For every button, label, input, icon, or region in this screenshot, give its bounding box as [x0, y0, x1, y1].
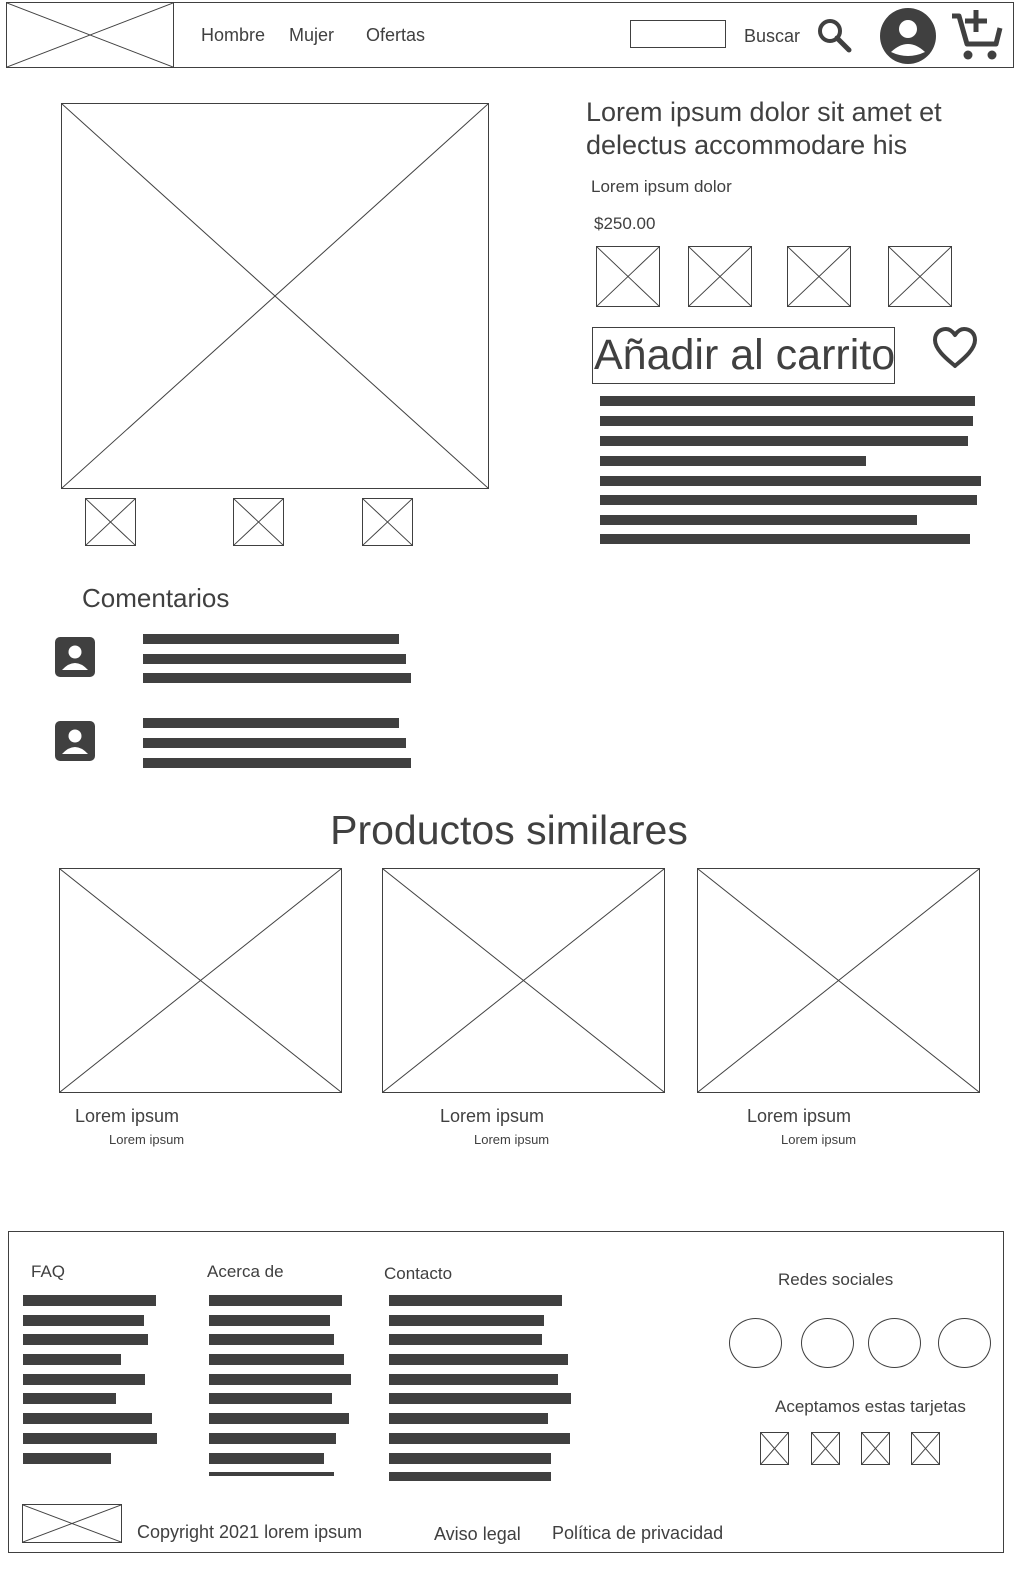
footer-link-line[interactable] — [23, 1315, 144, 1326]
similar-product-sub: Lorem ipsum — [109, 1132, 185, 1147]
product-main-image[interactable] — [61, 103, 489, 489]
product-title-line1: Lorem ipsum dolor sit amet et — [586, 97, 942, 127]
nav-mujer[interactable]: Mujer — [289, 25, 335, 45]
footer-faq-title[interactable]: FAQ — [31, 1262, 66, 1281]
add-to-cart-label: Añadir al carrito — [594, 331, 896, 379]
variant-option[interactable] — [888, 246, 952, 307]
user-icon[interactable] — [880, 8, 936, 64]
social-icon[interactable] — [801, 1318, 854, 1368]
footer-link-line[interactable] — [389, 1334, 542, 1345]
footer-link-line[interactable] — [23, 1453, 111, 1464]
footer-copyright: Copyright 2021 lorem ipsum — [137, 1522, 363, 1542]
account-box-icon — [55, 721, 95, 761]
product-title-line2: delectus accommodare his — [586, 130, 908, 160]
footer-social-title: Redes sociales — [778, 1270, 894, 1289]
similar-product-image[interactable] — [382, 868, 665, 1093]
footer-link-line[interactable] — [389, 1453, 551, 1464]
comment-line — [143, 654, 406, 664]
similar-product-image[interactable] — [59, 868, 342, 1093]
similar-product-name[interactable]: Lorem ipsum — [440, 1106, 545, 1126]
similar-product-name[interactable]: Lorem ipsum — [747, 1106, 852, 1126]
social-icon[interactable] — [868, 1318, 921, 1368]
product-price: $250.00 — [594, 214, 656, 233]
footer-link-line[interactable] — [209, 1433, 336, 1444]
description-line — [600, 436, 968, 446]
comment-line — [143, 758, 411, 768]
footer-legal-link[interactable]: Aviso legal — [434, 1524, 521, 1544]
comment-line — [143, 718, 399, 728]
payment-card-icon — [811, 1432, 840, 1465]
payment-card-icon — [861, 1432, 890, 1465]
search-label[interactable]: Buscar — [744, 26, 801, 46]
product-subtitle: Lorem ipsum dolor — [591, 177, 732, 196]
search-input[interactable] — [630, 20, 726, 48]
footer-cards-title: Aceptamos estas tarjetas — [775, 1397, 966, 1416]
product-thumb[interactable] — [85, 498, 136, 546]
similar-product-sub: Lorem ipsum — [474, 1132, 550, 1147]
nav-ofertas[interactable]: Ofertas — [366, 25, 426, 45]
footer-link-line[interactable] — [209, 1472, 334, 1476]
footer-link-line[interactable] — [389, 1354, 568, 1365]
comment-line — [143, 634, 399, 644]
footer-link-line[interactable] — [23, 1393, 116, 1404]
comment-line — [143, 738, 406, 748]
footer-link-line[interactable] — [389, 1393, 571, 1404]
search-icon[interactable] — [816, 17, 852, 53]
footer-link-line[interactable] — [209, 1334, 334, 1345]
description-line — [600, 515, 917, 525]
social-icon[interactable] — [938, 1318, 991, 1368]
logo-placeholder[interactable] — [6, 2, 174, 68]
footer-link-line[interactable] — [23, 1433, 157, 1444]
footer-link-line[interactable] — [389, 1413, 548, 1424]
description-line — [600, 416, 973, 426]
footer-link-line[interactable] — [209, 1354, 344, 1365]
footer-link-line[interactable] — [389, 1315, 544, 1326]
footer-about-title[interactable]: Acerca de — [207, 1262, 284, 1281]
similar-product-name[interactable]: Lorem ipsum — [75, 1106, 180, 1126]
footer-link-line[interactable] — [23, 1413, 152, 1424]
footer-link-line[interactable] — [209, 1315, 330, 1326]
description-line — [600, 456, 866, 466]
account-box-icon — [55, 637, 95, 677]
social-icon[interactable] — [729, 1318, 782, 1368]
header-bar — [6, 2, 1014, 68]
description-line — [600, 495, 977, 505]
footer-link-line[interactable] — [209, 1393, 332, 1404]
footer-link-line[interactable] — [209, 1413, 349, 1424]
variant-option[interactable] — [596, 246, 660, 307]
heart-icon[interactable] — [931, 325, 979, 370]
comment-line — [143, 673, 411, 683]
product-thumb[interactable] — [362, 498, 413, 546]
payment-card-icon — [911, 1432, 940, 1465]
variant-option[interactable] — [787, 246, 851, 307]
nav-hombre[interactable]: Hombre — [201, 25, 266, 45]
cart-add-icon[interactable] — [950, 6, 1004, 62]
similar-product-sub: Lorem ipsum — [781, 1132, 857, 1147]
footer-link-line[interactable] — [209, 1453, 324, 1464]
footer-link-line[interactable] — [209, 1374, 351, 1385]
footer-link-line[interactable] — [23, 1334, 148, 1345]
footer-link-line[interactable] — [209, 1295, 342, 1306]
comments-title: Comentarios — [82, 583, 230, 613]
similar-product-image[interactable] — [697, 868, 980, 1093]
footer-link-line[interactable] — [389, 1472, 551, 1481]
product-thumb[interactable] — [233, 498, 284, 546]
description-line — [600, 396, 975, 406]
footer-link-line[interactable] — [389, 1433, 570, 1444]
footer-link-line[interactable] — [23, 1354, 121, 1365]
footer-link-line[interactable] — [389, 1374, 558, 1385]
description-line — [600, 476, 981, 486]
footer — [8, 1231, 1004, 1553]
footer-privacy-link[interactable]: Política de privacidad — [552, 1523, 724, 1543]
footer-link-line[interactable] — [23, 1295, 156, 1306]
add-to-cart-button[interactable]: Añadir al carrito — [592, 327, 895, 384]
similar-title: Productos similares — [330, 807, 688, 853]
payment-card-icon — [760, 1432, 789, 1465]
description-line — [600, 534, 970, 544]
variant-option[interactable] — [688, 246, 752, 307]
footer-contact-title[interactable]: Contacto — [384, 1264, 453, 1283]
footer-logo-placeholder[interactable] — [22, 1504, 122, 1543]
footer-link-line[interactable] — [23, 1374, 145, 1385]
footer-link-line[interactable] — [389, 1295, 562, 1306]
